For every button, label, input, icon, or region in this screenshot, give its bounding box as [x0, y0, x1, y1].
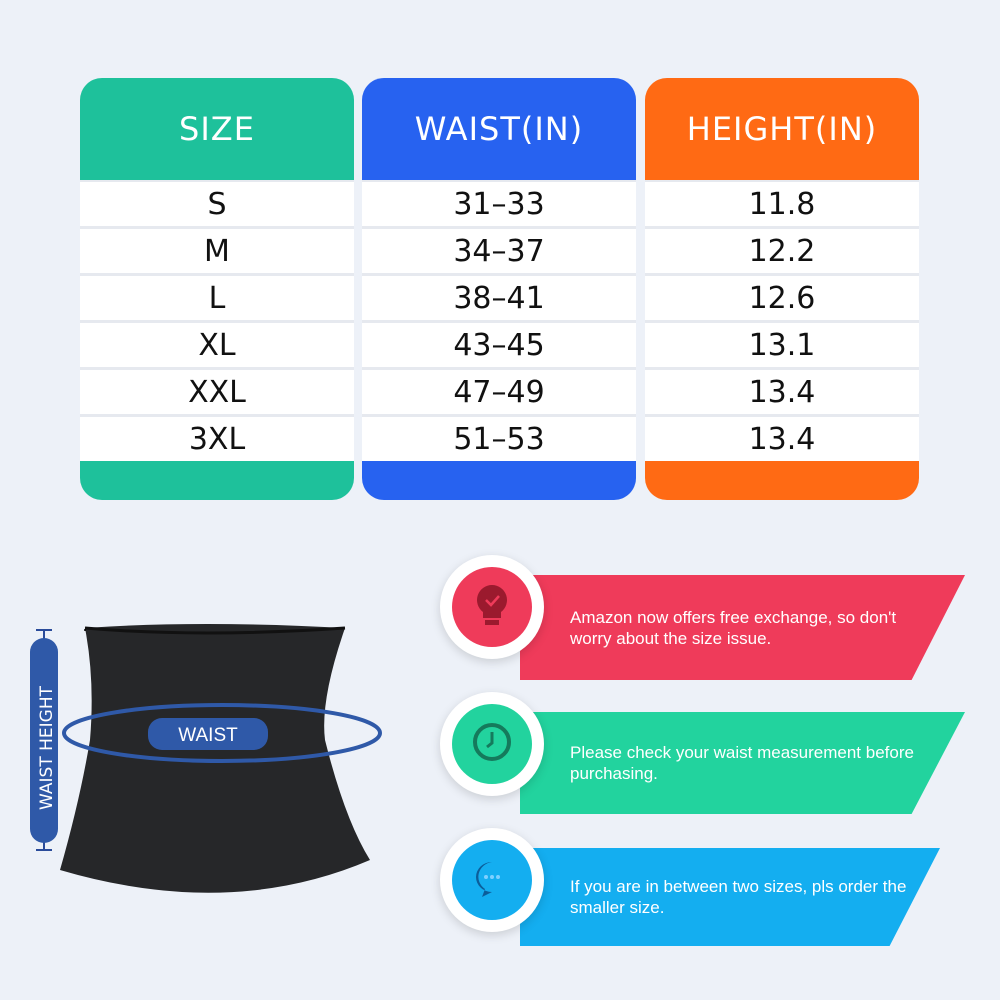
table-cell: 51–53: [362, 417, 636, 461]
waist-trainer-diagram: WAIST HEIGHT WAIST: [30, 624, 382, 893]
table-cell: M: [80, 229, 354, 273]
table-cell: S: [80, 182, 354, 226]
table-cell: 38–41: [362, 276, 636, 320]
table-cell: 12.2: [645, 229, 919, 273]
waist-label: WAIST: [178, 725, 238, 746]
column-header: WAIST(IN): [414, 110, 584, 148]
lightbulb-icon: [475, 583, 509, 632]
table-cell: XXL: [80, 370, 354, 414]
table-cell: 11.8: [645, 182, 919, 226]
table-cell: 43–45: [362, 323, 636, 367]
table-cell: 31–33: [362, 182, 636, 226]
tip-icon-badge: [440, 828, 544, 932]
clock-icon: [472, 722, 512, 767]
column-footer: [80, 464, 354, 500]
table-cell: 34–37: [362, 229, 636, 273]
table-cell: 13.4: [645, 370, 919, 414]
tip-text: Amazon now offers free exchange, so don'…: [570, 607, 897, 648]
waist-height-label: WAIST HEIGHT: [37, 685, 57, 810]
column-footer: [362, 464, 636, 500]
column-1: WAIST(IN) 31–33 34–37 38–41 43–45 47–49 51–53: [362, 78, 636, 500]
tip-text: If you are in between two sizes, pls ord…: [570, 877, 907, 917]
table-cell: 13.4: [645, 417, 919, 461]
table-cell: 13.1: [645, 323, 919, 367]
table-cell: XL: [80, 323, 354, 367]
table-cell: L: [80, 276, 354, 320]
tip-banner: Amazon now offers free exchange, so don'…: [520, 575, 965, 680]
tip-banner: Please check your waist measurement befo…: [520, 712, 965, 814]
chat-bubble-icon: [472, 858, 512, 903]
tip-text: Please check your waist measurement befo…: [570, 743, 914, 783]
column-header: HEIGHT(IN): [686, 110, 878, 148]
column-2: HEIGHT(IN) 11.8 12.2 12.6 13.1 13.4 13.4: [645, 78, 919, 500]
table-cell: 3XL: [80, 417, 354, 461]
column-header: SIZE: [179, 110, 255, 148]
tip-icon-badge: [440, 692, 544, 796]
column-0: SIZE S M L XL XXL 3XL: [80, 78, 354, 500]
table-cell: 47–49: [362, 370, 636, 414]
table-cell: 12.6: [645, 276, 919, 320]
tip-banner: If you are in between two sizes, pls ord…: [520, 848, 940, 946]
tip-icon-badge: [440, 555, 544, 659]
column-footer: [645, 464, 919, 500]
